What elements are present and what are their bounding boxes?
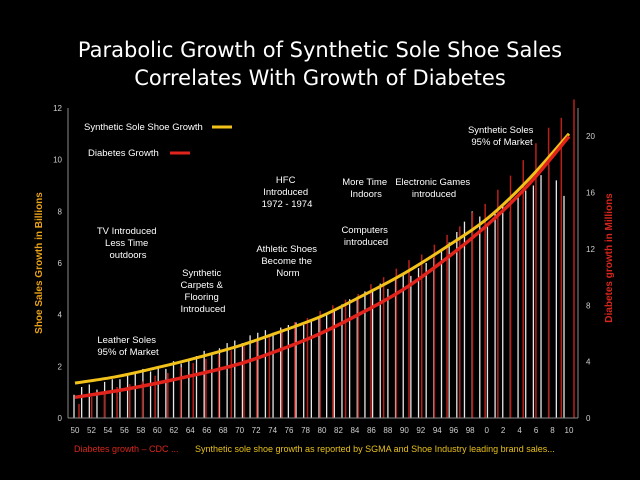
annotation-athletic-line: Athletic Shoes bbox=[256, 244, 317, 255]
annotation-computers-line: introduced bbox=[344, 237, 388, 248]
annotation-computers: Computers introduced bbox=[341, 225, 390, 248]
x-tick-label: 78 bbox=[301, 426, 310, 435]
x-tick-label: 88 bbox=[383, 426, 392, 435]
annotation-synthetic-soles-line: 95% of Market bbox=[471, 137, 533, 148]
annotation-carpets-line: Carpets & bbox=[181, 280, 224, 291]
x-tick-label: 76 bbox=[285, 426, 294, 435]
annotation-tv-line: outdoors bbox=[110, 250, 147, 261]
series-line-diabetes-growth bbox=[74, 135, 571, 400]
annotation-carpets-line: Synthetic bbox=[182, 268, 221, 279]
annotation-carpets-line: Flooring bbox=[185, 292, 219, 303]
annotation-synthetic-soles: Synthetic Soles 95% of Market bbox=[468, 125, 536, 148]
x-tick-label: 82 bbox=[334, 426, 343, 435]
series-line-synthetic-sole-shoe-growth bbox=[74, 132, 571, 385]
left-tick-label: 10 bbox=[53, 156, 62, 165]
annotation-athletic-line: Norm bbox=[276, 268, 299, 279]
left-tick-label: 0 bbox=[58, 414, 63, 423]
annotation-hfc-line: Introduced bbox=[263, 187, 308, 198]
annotation-games-line: Electronic Games bbox=[395, 177, 470, 188]
right-tick-label: 8 bbox=[586, 301, 591, 310]
annotation-carpets-line: Introduced bbox=[181, 304, 226, 315]
annotation-hfc-line: HFC bbox=[276, 175, 296, 186]
x-tick-label: 84 bbox=[350, 426, 359, 435]
x-tick-label: 66 bbox=[202, 426, 211, 435]
legend-label-shoe: Synthetic Sole Shoe Growth bbox=[84, 122, 203, 133]
annotation-indoors-line: Indoors bbox=[350, 189, 382, 200]
chart-title-line-1: Parabolic Growth of Synthetic Sole Shoe … bbox=[78, 38, 562, 62]
legend-label-diabetes: Diabetes Growth bbox=[88, 148, 159, 159]
right-tick-label: 4 bbox=[586, 358, 591, 367]
x-tick-label: 10 bbox=[565, 426, 574, 435]
annotation-leather-line: 95% of Market bbox=[97, 347, 159, 358]
annotation-indoors-line: More Time bbox=[342, 177, 387, 188]
x-tick-label: 50 bbox=[71, 426, 80, 435]
y-axis-label-left: Shoe Sales Growth in Billions bbox=[34, 192, 45, 334]
annotation-tv: TV Introduced Less Time outdoors bbox=[97, 226, 159, 261]
annotation-synthetic-soles-line: Synthetic Soles bbox=[468, 125, 534, 136]
annotation-hfc-line: 1972 - 1974 bbox=[262, 199, 313, 210]
x-tick-label: 52 bbox=[87, 426, 96, 435]
left-tick-label: 6 bbox=[58, 259, 63, 268]
x-tick-label: 90 bbox=[400, 426, 409, 435]
x-tick-label: 96 bbox=[449, 426, 458, 435]
x-tick-label: 92 bbox=[416, 426, 425, 435]
annotation-carpets: Synthetic Carpets & Flooring Introduced bbox=[181, 268, 226, 315]
diabetes-bars bbox=[78, 99, 575, 418]
x-tick-label: 4 bbox=[517, 426, 522, 435]
y-axis-label-right: Diabetes growth in Millions bbox=[604, 193, 615, 323]
annotations: TV Introduced Less Time outdoors Leather… bbox=[97, 125, 536, 358]
x-tick-label: 68 bbox=[219, 426, 228, 435]
x-tick-label: 60 bbox=[153, 426, 162, 435]
x-tick-label: 80 bbox=[318, 426, 327, 435]
x-tick-label: 72 bbox=[252, 426, 261, 435]
annotation-indoors: More Time Indoors bbox=[342, 177, 390, 200]
right-tick-label: 0 bbox=[586, 414, 591, 423]
x-tick-label: 0 bbox=[484, 426, 489, 435]
right-tick-label: 12 bbox=[586, 245, 595, 254]
x-tick-label: 70 bbox=[235, 426, 244, 435]
x-tick-label: 74 bbox=[268, 426, 277, 435]
annotation-leather: Leather Soles 95% of Market bbox=[97, 335, 159, 358]
annotation-athletic: Athletic Shoes Become the Norm bbox=[256, 244, 319, 279]
x-tick-label: 98 bbox=[466, 426, 475, 435]
x-tick-label: 86 bbox=[367, 426, 376, 435]
legend: Synthetic Sole Shoe Growth Diabetes Grow… bbox=[84, 122, 232, 159]
annotation-computers-line: Computers bbox=[341, 225, 388, 236]
x-tick-label: 56 bbox=[120, 426, 129, 435]
right-tick-label: 20 bbox=[586, 132, 595, 141]
footer-diabetes-source: Diabetes growth – CDC ... bbox=[74, 444, 179, 454]
annotation-tv-line: TV Introduced bbox=[97, 226, 157, 237]
shoe-bars bbox=[73, 164, 565, 418]
x-tick-label: 8 bbox=[550, 426, 555, 435]
annotation-athletic-line: Become the bbox=[261, 256, 312, 267]
footer-shoe-source: Synthetic sole shoe growth as reported b… bbox=[195, 444, 555, 454]
left-tick-label: 4 bbox=[58, 311, 63, 320]
x-tick-label: 6 bbox=[534, 426, 539, 435]
x-tick-label: 94 bbox=[433, 426, 442, 435]
right-tick-label: 16 bbox=[586, 189, 595, 198]
x-tick-label: 58 bbox=[136, 426, 145, 435]
left-tick-label: 2 bbox=[58, 362, 63, 371]
left-tick-labels: 0 2 4 6 8 10 12 bbox=[53, 104, 62, 423]
x-tick-label: 2 bbox=[501, 426, 506, 435]
annotation-leather-line: Leather Soles bbox=[97, 335, 156, 346]
annotation-games: Electronic Games introduced bbox=[395, 177, 473, 200]
left-tick-label: 8 bbox=[58, 207, 63, 216]
x-tick-labels: 50 52 54 56 58 60 62 64 66 68 70 72 74 76 78 80 82 84 86 88… bbox=[71, 426, 574, 435]
annotation-tv-line: Less Time bbox=[105, 238, 148, 249]
left-tick-label: 12 bbox=[53, 104, 62, 113]
x-tick-label: 64 bbox=[186, 426, 195, 435]
x-tick-label: 62 bbox=[169, 426, 178, 435]
annotation-games-line: introduced bbox=[412, 189, 456, 200]
right-tick-labels: 0 4 8 12 16 20 bbox=[586, 132, 595, 423]
annotation-hfc: HFC Introduced 1972 - 1974 bbox=[262, 175, 313, 210]
chart-title-line-2: Correlates With Growth of Diabetes bbox=[134, 66, 506, 90]
x-tick-label: 54 bbox=[103, 426, 112, 435]
